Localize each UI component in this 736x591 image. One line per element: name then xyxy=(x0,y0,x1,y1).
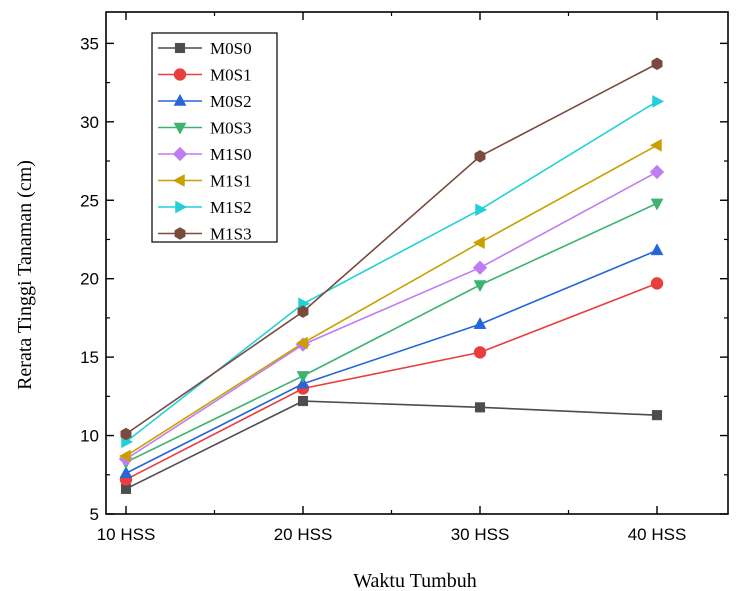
legend: M0S0 M0S1 M0S2 M0S3 M1S0 M1S1 M1S2 M1S3 xyxy=(151,32,278,244)
series-line-m0s3 xyxy=(125,202,658,463)
point-m1s3 xyxy=(297,305,309,318)
point-m1s2 xyxy=(475,203,488,217)
point-m1s1 xyxy=(118,449,131,463)
plot-frame xyxy=(105,11,729,515)
legend-marker-m1s1 xyxy=(172,174,185,187)
point-m1s1 xyxy=(649,138,662,152)
legend-marker-m0s2 xyxy=(173,93,187,106)
series-line-m0s0 xyxy=(125,400,658,490)
y-tick-label: 35 xyxy=(80,34,99,53)
legend-marker-m0s1 xyxy=(173,68,187,81)
legend-label-m1s1: M1S1 xyxy=(210,172,252,191)
point-m1s3 xyxy=(474,150,486,163)
point-m1s0 xyxy=(472,260,488,275)
legend-label-m0s2: M0S2 xyxy=(210,92,252,111)
point-m0s2 xyxy=(650,243,664,256)
y-axis-title: Rerata Tinggi Tanaman (cm) xyxy=(14,160,36,390)
y-tick-label: 5 xyxy=(90,505,99,524)
series-line-m1s1 xyxy=(125,144,658,457)
x-axis-title: Waktu Tumbuh xyxy=(353,570,476,591)
legend-label-m0s0: M0S0 xyxy=(210,39,252,58)
legend-label-m1s0: M1S0 xyxy=(210,145,252,164)
legend-label-m0s3: M0S3 xyxy=(210,119,252,138)
y-tick-label: 20 xyxy=(80,270,99,289)
legend-label-m1s2: M1S2 xyxy=(210,198,252,217)
x-tick-label: 20 HSS xyxy=(274,525,333,544)
y-tick-label: 30 xyxy=(80,113,99,132)
point-m0s0 xyxy=(651,410,663,421)
point-m1s1 xyxy=(295,336,308,350)
point-m0s3 xyxy=(650,198,664,211)
series-lines xyxy=(125,63,658,490)
point-m0s0 xyxy=(474,402,486,413)
point-m0s1 xyxy=(650,277,664,290)
series-line-m1s3 xyxy=(125,63,658,435)
point-m0s0 xyxy=(297,396,309,407)
x-axis: 10 HSS 20 HSS 30 HSS 40 HSS xyxy=(97,12,687,544)
series-markers xyxy=(118,57,665,494)
point-m0s2 xyxy=(473,317,487,329)
y-tick-label: 25 xyxy=(80,191,99,210)
x-tick-label: 10 HSS xyxy=(97,525,156,544)
legend-marker-m0s3 xyxy=(173,122,187,135)
point-m1s3 xyxy=(120,427,132,441)
y-tick-label: 15 xyxy=(80,348,99,367)
point-m1s2 xyxy=(652,94,665,108)
plot-border xyxy=(105,11,729,515)
series-line-m0s1 xyxy=(125,282,658,481)
legend-marker-m0s0 xyxy=(174,42,186,54)
legend-marker-m1s3 xyxy=(174,227,186,240)
point-m0s3 xyxy=(473,280,487,293)
y-tick-label: 10 xyxy=(80,427,99,446)
point-m0s2 xyxy=(119,466,133,478)
point-m0s3 xyxy=(296,371,310,384)
legend-marker-m1s2 xyxy=(175,200,188,214)
series-line-m1s0 xyxy=(125,171,658,460)
point-m1s3 xyxy=(651,57,663,71)
y-axis: 5 10 15 20 25 30 35 xyxy=(80,34,728,524)
x-tick-label: 30 HSS xyxy=(451,525,510,544)
legend-marker-m1s0 xyxy=(172,146,188,162)
legend-label-m0s1: M0S1 xyxy=(210,66,252,85)
x-tick-label: 40 HSS xyxy=(628,525,687,544)
point-m0s1 xyxy=(473,346,487,359)
point-m1s1 xyxy=(472,236,485,250)
series-line-m0s2 xyxy=(125,249,658,474)
legend-label-m1s3: M1S3 xyxy=(210,225,252,244)
point-m1s0 xyxy=(649,164,665,180)
